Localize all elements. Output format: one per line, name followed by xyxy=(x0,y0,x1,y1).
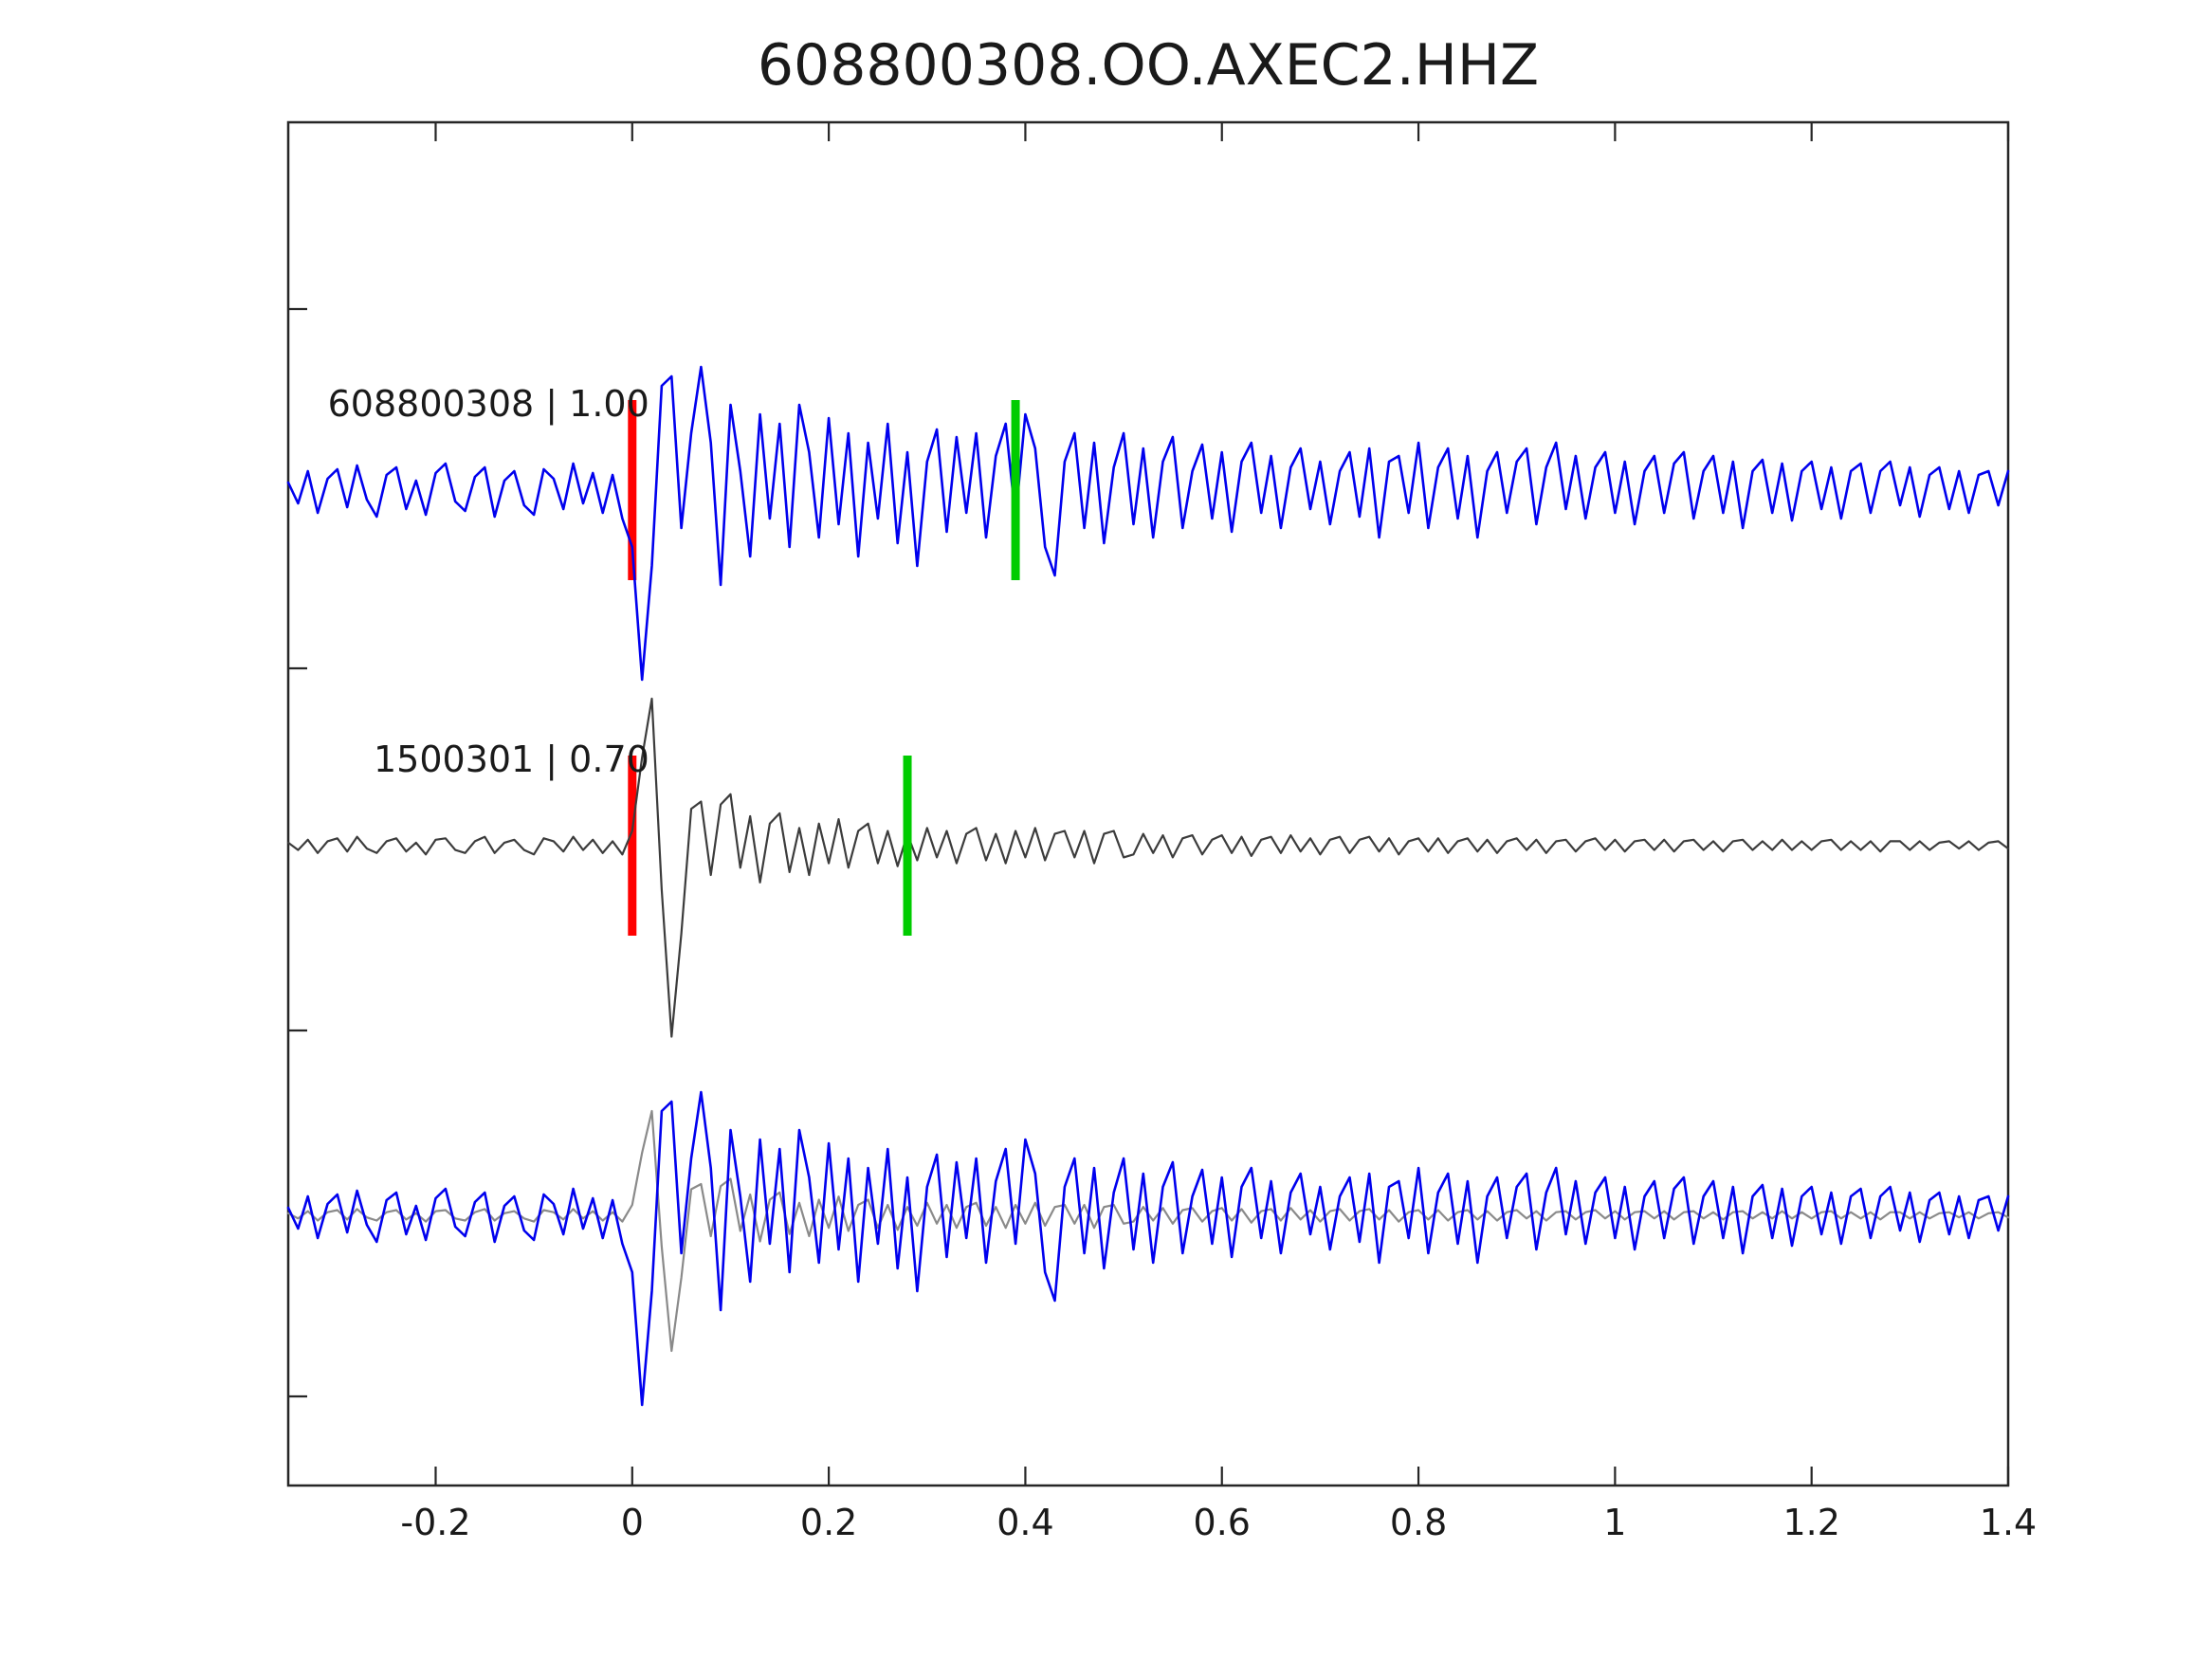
overlay-line-608800308 xyxy=(286,1090,2010,1407)
pick-marker-608800308 xyxy=(628,400,637,580)
trace-line-1500301 xyxy=(286,697,2010,1038)
x-tick-label: 0.4 xyxy=(996,1502,1053,1543)
x-tick-label: 0.6 xyxy=(1194,1502,1251,1543)
trace-label-1500301: 1500301 | 0.70 xyxy=(374,738,649,781)
x-tick-label: 1.2 xyxy=(1782,1502,1839,1543)
window-marker-1500301 xyxy=(903,756,912,936)
x-tick-label: 0.8 xyxy=(1390,1502,1447,1543)
x-tick-label: 1 xyxy=(1603,1502,1626,1543)
chart-title: 608800308.OO.AXEC2.HHZ xyxy=(757,32,1540,99)
trace-line-608800308 xyxy=(286,365,2010,682)
overlay-line-1500301 xyxy=(286,1109,2010,1353)
pick-marker-1500301 xyxy=(628,756,637,936)
window-marker-608800308 xyxy=(1011,400,1020,580)
x-tick-label: 1.4 xyxy=(1980,1502,2037,1543)
x-tick-label: 0.2 xyxy=(800,1502,857,1543)
x-tick-label: 0 xyxy=(621,1502,644,1543)
trace-label-608800308: 608800308 | 1.00 xyxy=(328,383,649,426)
axes-border xyxy=(286,120,2010,1487)
x-tick-label: -0.2 xyxy=(400,1502,470,1543)
